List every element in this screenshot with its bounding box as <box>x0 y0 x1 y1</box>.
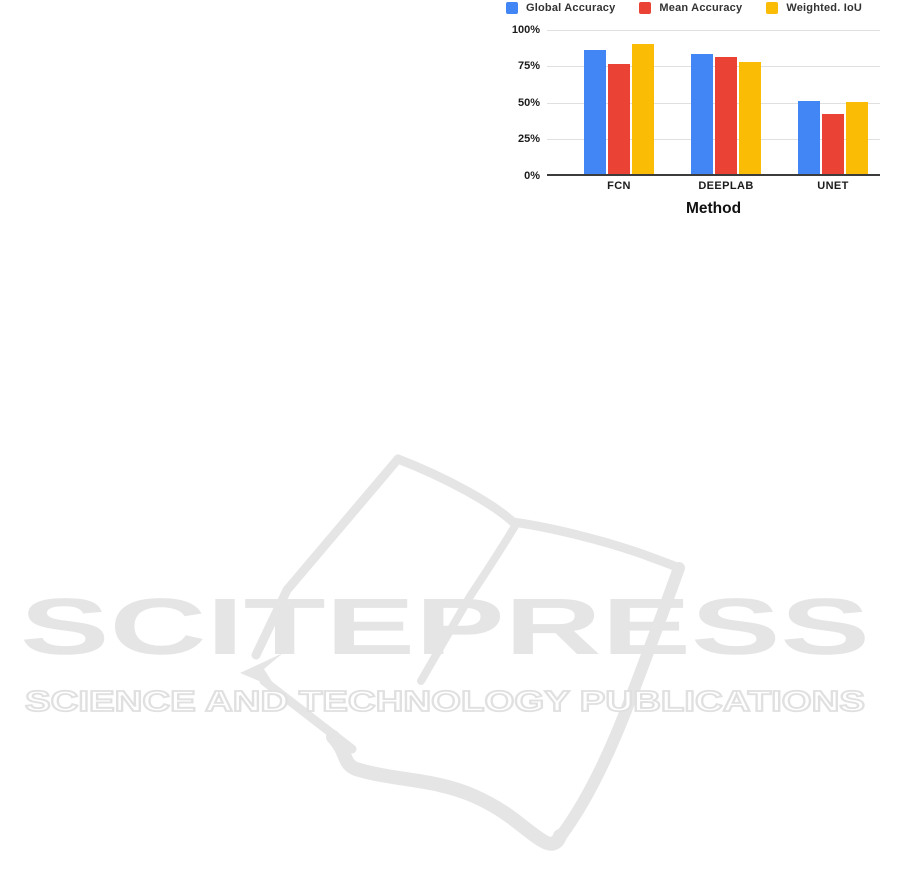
book-right-page-top-edge <box>508 517 684 573</box>
gridline <box>547 30 880 31</box>
x-axis-line <box>547 174 880 176</box>
y-tick-label: 0% <box>524 169 540 182</box>
bar-unet-weighted-iou <box>846 102 868 175</box>
x-category-label: DEEPLAB <box>698 180 754 192</box>
bar-unet-mean-accuracy <box>822 114 844 175</box>
gridline <box>547 66 880 67</box>
legend-label: Weighted. IoU <box>786 2 863 14</box>
y-tick-label: 25% <box>517 133 540 146</box>
legend-item: Mean Accuracy <box>639 2 742 14</box>
book-left-page-right-edge <box>393 454 518 527</box>
x-category-label: FCN <box>607 180 631 192</box>
legend-item: Global Accuracy <box>506 2 615 14</box>
open-book-logo <box>240 454 685 851</box>
bar-unet-global-accuracy <box>798 101 820 175</box>
plot-area: FCN DEEPLAB UNET <box>547 30 880 192</box>
book-bottom-swoosh <box>326 730 567 851</box>
book-left-page-left-edge <box>251 454 403 660</box>
bar-deeplab-weighted-iou <box>739 62 761 175</box>
y-tick-label: 75% <box>517 60 540 73</box>
legend-swatch <box>766 2 779 14</box>
y-tick-label: 100% <box>511 24 540 36</box>
x-category-label: UNET <box>817 180 849 192</box>
legend-swatch <box>506 2 518 14</box>
book-right-page-right-edge <box>555 562 685 842</box>
book-corner-chevron <box>240 653 283 688</box>
watermark-subtitle: SCIENCE AND TECHNOLOGY PUBLICATIONS <box>25 686 865 718</box>
watermark-title: SCITEPRESS <box>20 582 870 671</box>
y-tick-label: 50% <box>517 96 540 109</box>
figure-bar-chart: Global Accuracy Mean Accuracy Weighted. Io… <box>500 0 895 226</box>
gridline <box>547 139 880 140</box>
book-center-crease <box>417 522 519 685</box>
gridline <box>547 103 880 104</box>
bar-fcn-global-accuracy <box>584 50 606 175</box>
bar-fcn-mean-accuracy <box>608 64 630 175</box>
legend-label: Mean Accuracy <box>659 2 743 14</box>
x-axis-title: Method <box>685 200 742 217</box>
bar-deeplab-global-accuracy <box>691 54 713 175</box>
legend-swatch <box>639 2 652 14</box>
book-left-page-bottom-edge <box>259 676 357 754</box>
legend-label: Global Accuracy <box>526 2 616 14</box>
bar-deeplab-mean-accuracy <box>715 57 737 175</box>
y-axis: 100% 75% 50% 25% 0% <box>500 0 540 190</box>
chart-legend: Global Accuracy Mean Accuracy Weighted. Io… <box>506 2 862 14</box>
bar-fcn-weighted-iou <box>632 44 654 175</box>
legend-item: Weighted. IoU <box>766 2 862 14</box>
